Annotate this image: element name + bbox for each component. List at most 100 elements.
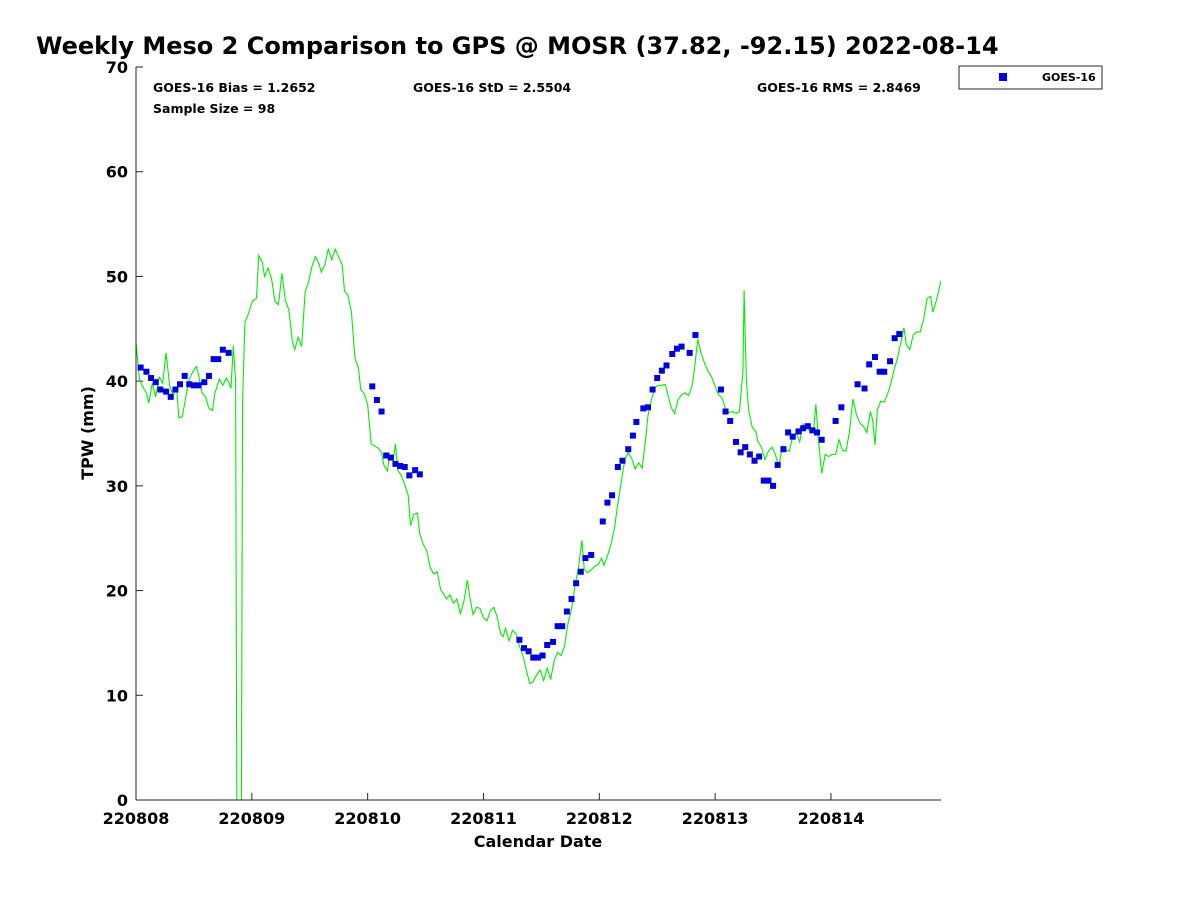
goes-point [673,345,680,352]
goes-point [383,452,390,459]
goes-point [722,408,729,415]
goes-point [727,417,734,424]
stat-bias: GOES-16 Bias = 1.2652 [153,80,315,95]
goes-point [392,460,399,467]
goes-point [861,385,868,392]
goes-point [785,429,792,436]
goes-point [774,461,781,468]
goes-point [163,388,170,395]
goes-point [167,393,174,400]
goes-point [573,580,580,587]
goes-point [369,383,376,390]
goes-point [644,404,651,411]
goes-point [732,438,739,445]
y-axis-label: TPW (mm) [78,386,97,480]
goes-point [649,386,656,393]
goes-point [876,368,883,375]
goes-point [563,608,570,615]
goes-point [534,654,541,661]
goes-point [177,381,184,388]
goes-point [614,464,621,471]
y-tick-labels: 0 10 20 30 40 50 60 70 [106,58,128,810]
y-tick-label: 30 [106,477,128,496]
goes-point [746,451,753,458]
goes-point [186,381,193,388]
goes-point [215,356,222,363]
goes-point [195,382,202,389]
goes-point [559,623,566,630]
goes-point [373,396,380,403]
goes-point [406,472,413,479]
goes-point [205,372,212,379]
goes-point [416,471,423,478]
stat-std: GOES-16 StD = 2.5504 [413,80,571,95]
goes-point [387,454,394,461]
goes-point [751,457,758,464]
x-tick-label: 220814 [798,809,865,828]
goes-point [568,595,575,602]
goes-point [814,429,821,436]
goes-point [539,652,546,659]
goes-point [143,368,150,375]
goes-point [765,477,772,484]
goes-point [577,568,584,575]
goes-point [225,349,232,356]
goes-point [625,446,632,453]
x-tick-label: 220808 [103,809,170,828]
goes-point [658,367,665,374]
goes-point [854,381,861,388]
x-axis-label: Calendar Date [474,832,603,851]
goes-point [152,379,159,386]
y-tick-label: 60 [106,163,128,182]
x-tick-label: 220809 [218,809,285,828]
goes-point [818,436,825,443]
y-tick-label: 0 [117,791,128,810]
goes-point [148,375,155,381]
goes-point [157,386,164,393]
goes-point [378,408,385,415]
y-tick-label: 40 [106,372,128,391]
goes-point [219,346,226,353]
goes-point [780,446,787,453]
goes-point [397,462,404,469]
axis-ticks [135,66,832,801]
x-tick-label: 220813 [682,809,749,828]
legend: GOES-16 [958,65,1103,90]
x-tick-label: 220811 [450,809,517,828]
goes-point [521,645,528,652]
stat-sample-size: Sample Size = 98 [153,101,275,116]
goes-point [640,405,647,412]
goes-point [525,648,532,655]
x-tick-labels: 220808 220809 220810 220811 220812 220813 2208… [103,809,865,828]
goes-point [756,453,763,460]
legend-marker-goes [999,73,1007,81]
gps-line [136,247,941,800]
goes-point [804,423,811,430]
goes-point [401,464,408,471]
goes-point [599,518,606,525]
stat-rms: GOES-16 RMS = 2.8469 [757,80,921,95]
goes-point [588,551,595,558]
x-tick-label: 220812 [566,809,633,828]
goes-point [742,444,749,451]
goes-point [663,362,670,369]
goes-point [686,349,693,356]
goes-point [800,425,807,432]
goes-point [629,432,636,439]
goes-point [760,477,767,484]
goes-point [549,638,556,645]
goes-point [692,332,699,339]
goes-point [717,386,724,393]
goes-point [633,418,640,425]
y-tick-label: 10 [106,686,128,705]
goes-point [201,379,208,386]
y-tick-label: 50 [106,267,128,286]
goes-point [832,417,839,424]
goes-point [619,457,626,464]
goes-point [770,482,777,489]
goes-point [609,492,616,499]
goes-point [530,654,537,661]
goes-point [181,372,188,379]
goes-point [789,433,796,440]
